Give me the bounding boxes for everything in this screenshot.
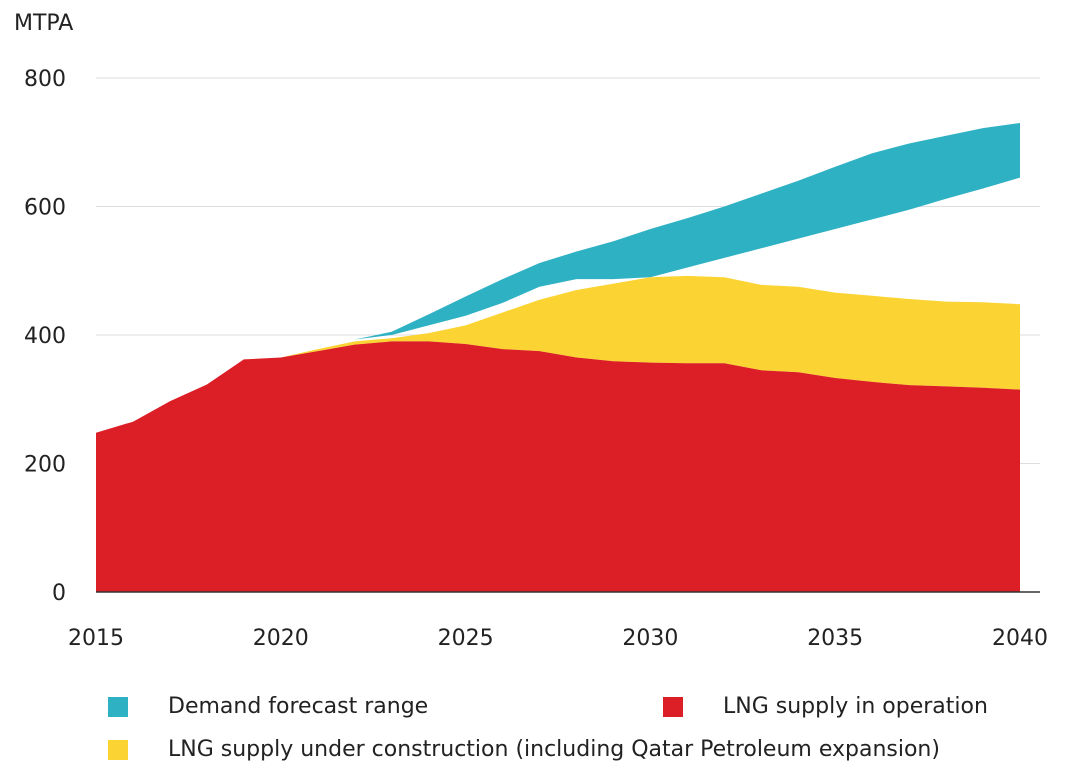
x-tick-label-2020: 2020 [253, 626, 309, 651]
y-tick-label-200: 200 [24, 453, 66, 478]
y-tick-label-0: 0 [52, 581, 66, 606]
x-tick-label-2035: 2035 [807, 626, 863, 651]
area-demand-forecast-range [96, 123, 1020, 433]
y-tick-label-600: 600 [24, 196, 66, 221]
plot-areas [96, 123, 1020, 592]
y-tick-label-400: 400 [24, 324, 66, 349]
x-tick-label-2040: 2040 [992, 626, 1048, 651]
x-tick-label-2025: 2025 [438, 626, 494, 651]
x-tick-label-2030: 2030 [622, 626, 678, 651]
x-tick-labels: 2015 2020 2025 2030 2035 2040 [68, 626, 1048, 651]
y-axis-unit-label: MTPA [14, 11, 73, 36]
area-lng-in-operation [96, 341, 1020, 592]
x-tick-label-2015: 2015 [68, 626, 124, 651]
y-tick-label-800: 800 [24, 67, 66, 92]
area-lng-under-construction [96, 275, 1020, 433]
y-tick-labels: 0 200 400 600 800 [24, 67, 66, 606]
